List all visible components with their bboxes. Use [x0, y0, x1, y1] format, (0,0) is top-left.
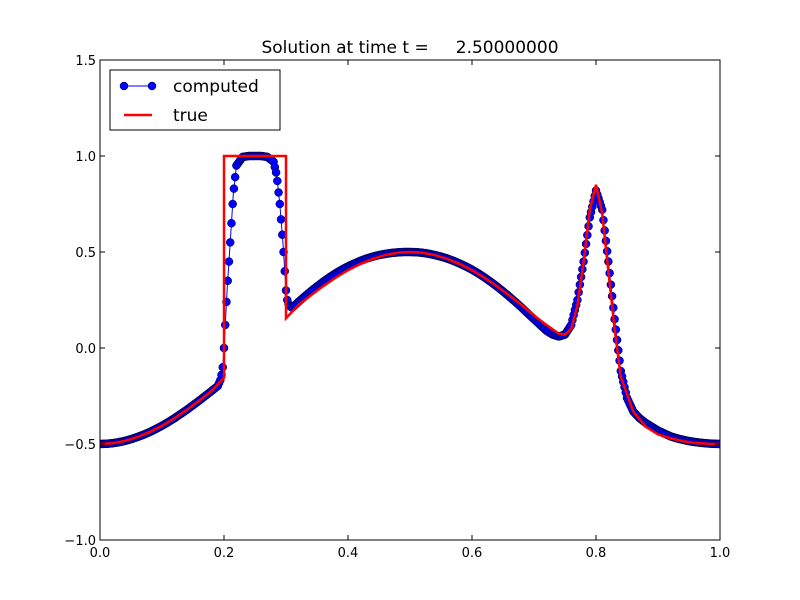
x-tick-label: 0.2 — [214, 546, 235, 561]
computed-point — [274, 188, 283, 197]
y-tick-label: 0.0 — [75, 342, 96, 357]
legend-box — [109, 69, 281, 131]
ticks-layer: 0.0 0.2 0.4 0.6 0.8 1.0 −1.0 −0.5 0.0 0.5 1.0 1.5 — [64, 54, 730, 561]
x-tick-label: 0.4 — [338, 546, 359, 561]
y-tick-label: 1.5 — [75, 54, 96, 69]
computed-point — [275, 199, 285, 209]
x-tick-label: 0.0 — [90, 546, 111, 561]
y-tick-label: −0.5 — [64, 438, 96, 453]
plot-frame — [99, 59, 721, 541]
computed-point — [271, 168, 281, 177]
computed-point — [230, 172, 240, 182]
y-tick-label: 0.5 — [75, 246, 96, 261]
y-tick-label: −1.0 — [64, 534, 96, 549]
x-tick-label: 0.6 — [462, 546, 483, 561]
computed-point — [276, 215, 286, 224]
legend-computed-marker-right — [147, 81, 157, 91]
chart-title: Solution at time t = 2.50000000 — [261, 38, 558, 58]
legend-computed-marker-left — [119, 81, 129, 91]
computed-point — [225, 238, 235, 247]
series-layer — [100, 151, 720, 449]
series-true-line — [100, 154, 720, 446]
x-tick-label: 0.8 — [586, 546, 607, 561]
computed-point — [224, 257, 234, 266]
legend-label-true: true — [173, 106, 208, 126]
y-tick-label: 1.0 — [75, 150, 96, 165]
x-tick-label: 1.0 — [710, 546, 731, 561]
legend-label-computed: computed — [173, 77, 259, 97]
computed-point — [273, 176, 282, 186]
computed-point — [228, 199, 237, 209]
legend: computed true — [109, 69, 281, 131]
computed-point — [227, 218, 236, 228]
computed-point — [229, 184, 239, 193]
